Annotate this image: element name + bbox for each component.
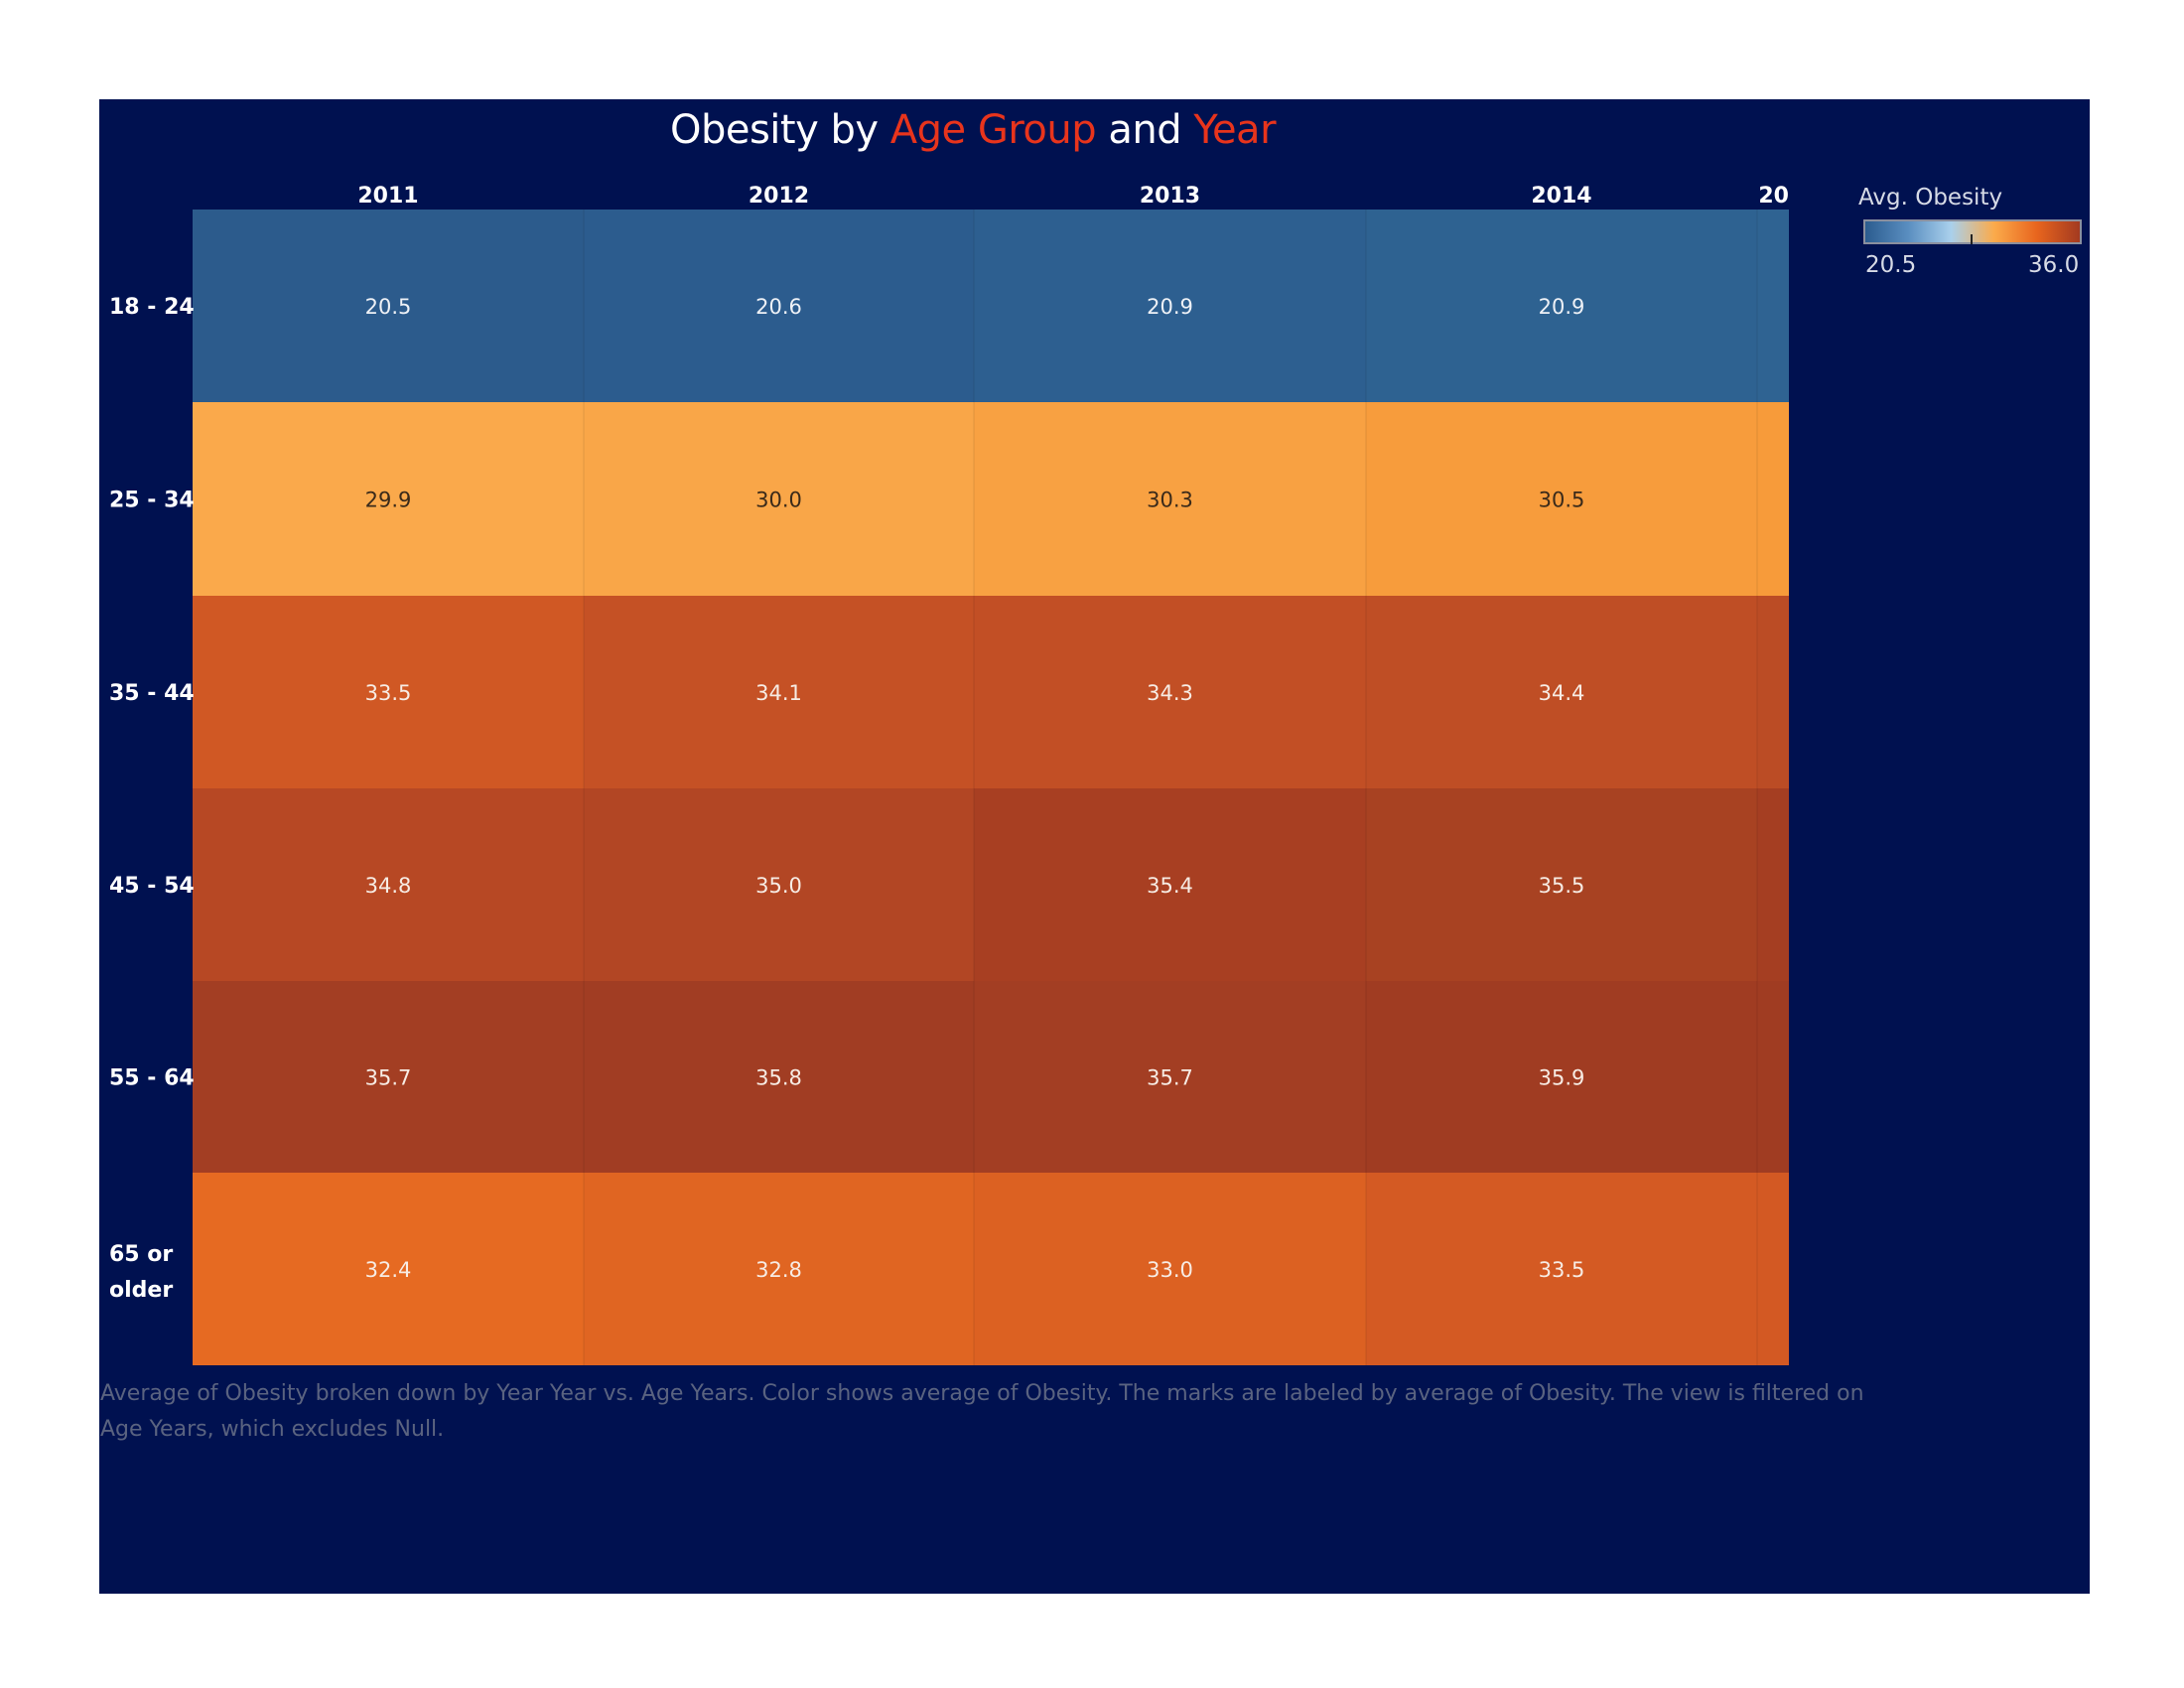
heatmap-cell[interactable]: [193, 788, 584, 981]
row-header-label: 65 or: [109, 1242, 173, 1267]
row-header-label: older: [109, 1278, 173, 1303]
column-header-label: 2014: [1531, 184, 1591, 209]
heatmap-cell[interactable]: [974, 981, 1366, 1173]
cell-value-label: 35.4: [1147, 874, 1193, 898]
title-part-highlight: Age Group: [889, 107, 1097, 153]
heatmap-cell[interactable]: [584, 1173, 974, 1365]
cell-value-label: 35.0: [755, 874, 802, 898]
cell-value-label: 20.9: [1539, 295, 1585, 319]
heatmap-cell[interactable]: [193, 981, 584, 1173]
heatmap-cell[interactable]: [974, 402, 1366, 596]
legend-midpoint-tick: [1971, 234, 1973, 244]
heatmap-cell[interactable]: [193, 402, 584, 596]
heatmap-cell[interactable]: [584, 788, 974, 981]
heatmap-cell[interactable]: [1757, 596, 1789, 788]
heatmap-cell[interactable]: [1757, 402, 1789, 596]
cell-value-label: 30.5: [1539, 489, 1585, 512]
title-part: and: [1096, 107, 1194, 153]
heatmap-cell[interactable]: [193, 1173, 584, 1365]
legend-color-bar: [1863, 219, 2082, 244]
heatmap-cell[interactable]: [193, 210, 584, 402]
cell-value-label: 35.7: [1147, 1066, 1193, 1090]
cell-value-label: 34.3: [1147, 681, 1193, 705]
cell-value-label: 35.8: [755, 1066, 802, 1090]
cell-value-label: 33.5: [365, 681, 412, 705]
heatmap-cell[interactable]: [1757, 981, 1789, 1173]
heatmap-cell[interactable]: [193, 596, 584, 788]
column-header-label: 2013: [1140, 184, 1200, 209]
cell-value-label: 32.8: [755, 1258, 802, 1282]
cell-value-label: 34.4: [1539, 681, 1585, 705]
row-header-label: 35 - 44: [109, 681, 195, 706]
cell-value-label: 20.5: [365, 295, 412, 319]
heatmap-cell[interactable]: [584, 402, 974, 596]
legend-max-label: 36.0: [2028, 252, 2080, 278]
row-header-label: 25 - 34: [109, 489, 195, 513]
cell-value-label: 20.6: [755, 295, 802, 319]
cell-value-label: 30.0: [755, 489, 802, 512]
heatmap-cell[interactable]: [1366, 788, 1757, 981]
cell-value-label: 32.4: [365, 1258, 412, 1282]
cell-value-label: 33.0: [1147, 1258, 1193, 1282]
chart-caption: Average of Obesity broken down by Year Y…: [100, 1381, 1864, 1442]
cell-value-label: 33.5: [1539, 1258, 1585, 1282]
legend-min-label: 20.5: [1865, 252, 1917, 278]
heatmap-cell[interactable]: [1366, 596, 1757, 788]
cell-value-label: 34.1: [755, 681, 802, 705]
cell-value-label: 29.9: [365, 489, 412, 512]
row-header-label: 18 - 24: [109, 295, 195, 320]
heatmap-cell[interactable]: [1366, 402, 1757, 596]
cell-value-label: 35.7: [365, 1066, 412, 1090]
heatmap-cell[interactable]: [974, 596, 1366, 788]
row-header-label: 55 - 64: [109, 1066, 195, 1091]
cell-value-label: 35.9: [1539, 1066, 1585, 1090]
row-header-label: 45 - 54: [109, 874, 195, 899]
heatmap-cell[interactable]: [584, 981, 974, 1173]
heatmap-cell[interactable]: [1366, 210, 1757, 402]
heatmap-cell[interactable]: [974, 210, 1366, 402]
heatmap-cell[interactable]: [1366, 1173, 1757, 1365]
chart-title: Obesity by Age Group and Year: [0, 107, 1946, 153]
heatmap-cell[interactable]: [1366, 981, 1757, 1173]
cell-value-label: 34.8: [365, 874, 412, 898]
heatmap-cell[interactable]: [974, 1173, 1366, 1365]
column-header-label: 20: [1758, 184, 1789, 209]
heatmap-cell[interactable]: [1757, 788, 1789, 981]
title-part: Obesity by: [669, 107, 890, 153]
heatmap-cell[interactable]: [584, 210, 974, 402]
heatmap-cell[interactable]: [974, 788, 1366, 981]
cell-value-label: 35.5: [1539, 874, 1585, 898]
title-part-highlight: Year: [1193, 107, 1277, 153]
heatmap-cell[interactable]: [1757, 1173, 1789, 1365]
heatmap-cell[interactable]: [1757, 210, 1789, 402]
column-header-label: 2011: [357, 184, 418, 209]
legend-title: Avg. Obesity: [1858, 185, 2003, 211]
column-header-label: 2012: [749, 184, 809, 209]
cell-value-label: 20.9: [1147, 295, 1193, 319]
cell-value-label: 30.3: [1147, 489, 1193, 512]
heatmap-cell[interactable]: [584, 596, 974, 788]
